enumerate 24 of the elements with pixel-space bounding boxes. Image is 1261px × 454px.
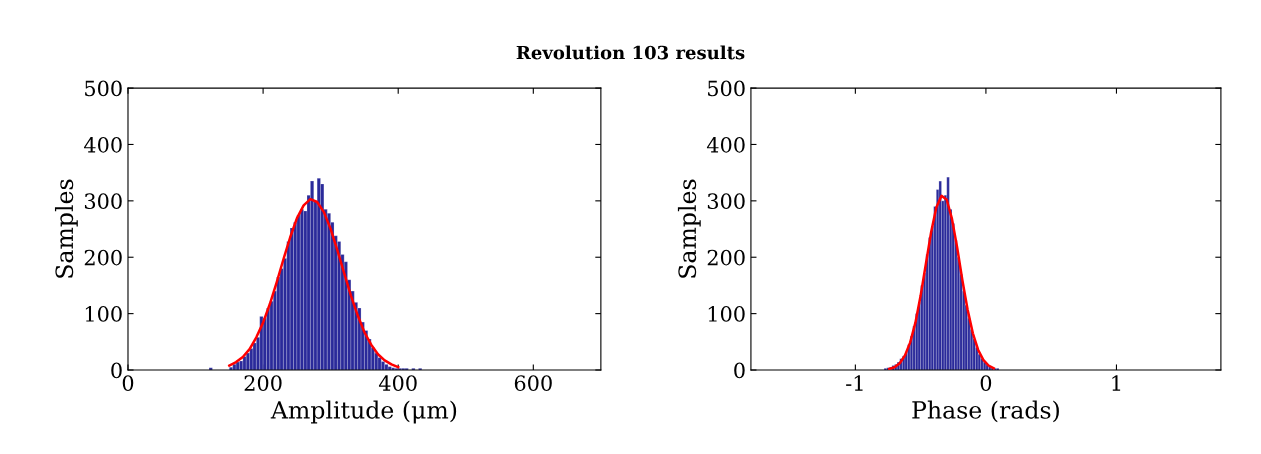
x-tick-label: 600: [514, 375, 552, 391]
x-axis-title: Phase (rads): [912, 400, 1059, 423]
y-tick-label: 500: [85, 80, 122, 97]
y-axis-title: Samples: [54, 179, 78, 278]
y-tick-label: 100: [708, 306, 745, 322]
y-tick-label: 100: [85, 306, 122, 322]
y-tick-label: 0: [734, 362, 745, 379]
chart-title: Revolution 103 results: [516, 45, 745, 60]
y-tick-label: 200: [707, 249, 745, 266]
x-tick-label: 0: [122, 375, 134, 391]
y-tick-label: 400: [706, 136, 745, 153]
y-tick-label: 0: [111, 362, 122, 379]
y-tick-label: 300: [84, 193, 122, 210]
y-axis-title: Samples: [677, 179, 701, 278]
y-tick-label: 400: [84, 136, 122, 153]
x-axis-title: Amplitude (μm): [270, 400, 457, 424]
x-tick-label: -1: [846, 375, 863, 391]
y-tick-label: 200: [84, 249, 122, 266]
y-tick-label: 300: [707, 193, 745, 210]
x-tick-label: 400: [378, 375, 417, 391]
y-tick-label: 500: [708, 80, 745, 97]
x-tick-label: 200: [244, 375, 282, 391]
x-tick-label: 1: [1112, 375, 1121, 391]
x-tick-label: 0: [980, 375, 992, 391]
